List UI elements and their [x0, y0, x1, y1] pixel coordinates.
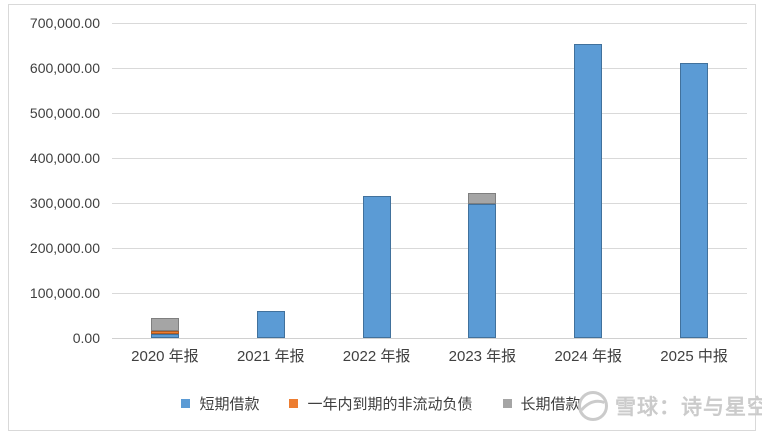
- legend-swatch: [502, 399, 512, 408]
- gridline: [112, 157, 747, 159]
- x-axis-label: 2025 中报: [660, 348, 728, 365]
- y-tick-label: 700,000.00: [29, 15, 100, 31]
- y-tick-label: 600,000.00: [29, 60, 100, 76]
- x-axis-label: 2020 年报: [131, 348, 199, 365]
- snowball-icon: [576, 389, 610, 423]
- y-tick-label: 100,000.00: [29, 285, 100, 301]
- gridline: [112, 337, 747, 339]
- bar-segment: [150, 333, 179, 338]
- gridline: [112, 67, 747, 69]
- legend-swatch: [181, 399, 191, 408]
- legend-item: 一年内到期的非流动负债: [289, 393, 473, 414]
- y-tick-label: 400,000.00: [29, 150, 100, 166]
- legend-swatch: [289, 399, 299, 408]
- bar-segment: [150, 318, 179, 331]
- bar-segment: [468, 203, 497, 338]
- gridline: [112, 112, 747, 114]
- watermark: 雪球：诗与星空: [576, 389, 762, 423]
- bar-segment: [256, 311, 285, 338]
- bar-segment: [362, 196, 391, 338]
- legend-item: 短期借款: [181, 393, 259, 414]
- x-axis-label: 2023 年报: [448, 348, 517, 365]
- x-axis-label: 2024 年报: [554, 348, 623, 365]
- gridline: [112, 202, 747, 204]
- gridline: [112, 247, 747, 249]
- bar-segment: [468, 193, 497, 204]
- x-axis-label: 2021 年报: [236, 348, 305, 365]
- legend-label: 一年内到期的非流动负债: [307, 396, 473, 413]
- legend-item: 长期借款: [502, 393, 581, 414]
- y-tick-label: 500,000.00: [29, 105, 100, 121]
- x-axis-label: 2022 年报: [342, 348, 411, 365]
- bar-segment: [574, 44, 603, 338]
- y-tick-label: 300,000.00: [29, 195, 100, 211]
- y-tick-label: 200,000.00: [29, 240, 100, 256]
- legend: 短期借款 一年内到期的非流动负债 长期借款: [0, 393, 762, 414]
- gridline: [112, 292, 747, 294]
- bar-segment: [150, 330, 179, 334]
- plot-area: [112, 22, 747, 339]
- legend-label: 长期借款: [520, 396, 581, 413]
- watermark-text: 雪球：诗与星空: [615, 396, 762, 419]
- gridline: [112, 22, 747, 24]
- legend-label: 短期借款: [199, 396, 260, 413]
- y-tick-label: 0.00: [72, 330, 100, 346]
- bar-segment: [680, 63, 709, 338]
